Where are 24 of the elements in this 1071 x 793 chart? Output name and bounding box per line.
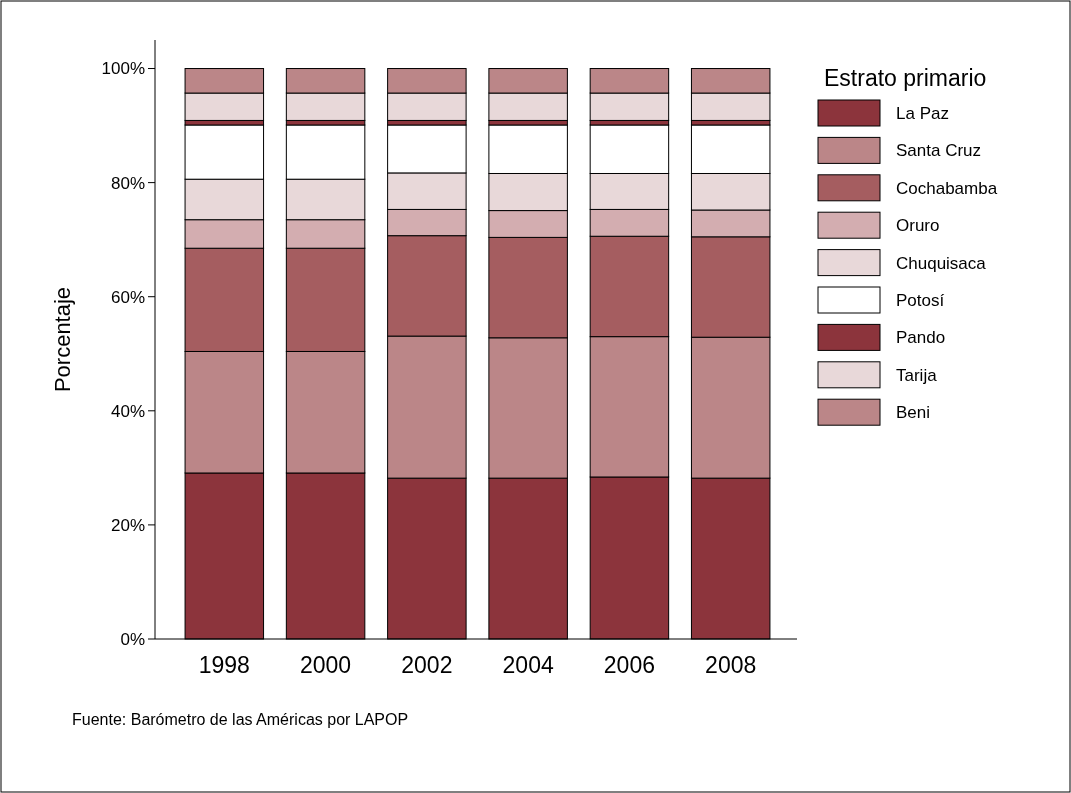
y-tick-label: 0% [120, 629, 145, 649]
legend-label: Oruro [896, 216, 940, 236]
legend-label: Beni [896, 403, 931, 423]
y-tick-label: 40% [110, 401, 145, 421]
x-tick-label: 2004 [502, 652, 554, 678]
y-tick-label: 60% [110, 287, 145, 307]
legend-title: Estrato primario [824, 65, 987, 91]
y-tick-label: 20% [110, 515, 145, 535]
x-tick-label: 2008 [705, 652, 757, 678]
y-tick-label: 80% [110, 173, 145, 193]
legend-label: Potosí [896, 290, 945, 310]
x-tick-label: 1998 [198, 652, 250, 678]
x-tick-label: 2006 [603, 652, 655, 678]
x-tick-label: 2000 [300, 652, 352, 678]
source-note: Fuente: Barómetro de las Américas por LAPOP [72, 711, 409, 728]
legend-label: Chuquisaca [896, 253, 987, 273]
x-tick-label: 2002 [401, 652, 453, 678]
legend-label: Pando [896, 328, 946, 348]
y-tick-label: 100% [101, 59, 145, 79]
legend-label: Santa Cruz [896, 141, 982, 161]
legend-label: Tarija [896, 365, 938, 385]
legend-label: Cochabamba [896, 178, 998, 198]
y-axis-title: Porcentaje [50, 286, 75, 393]
legend-label: La Paz [896, 103, 949, 123]
